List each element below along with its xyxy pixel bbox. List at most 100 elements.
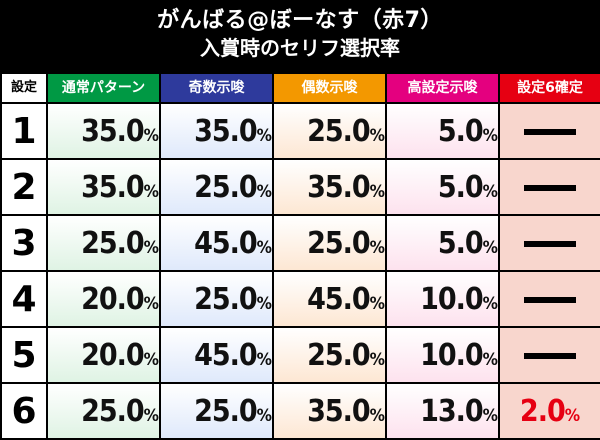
percent-sign: %: [369, 125, 385, 146]
percent-sign: %: [256, 405, 272, 426]
normal-rate-value: 35.0: [81, 113, 145, 149]
setting-number: 1: [0, 102, 48, 160]
percent-sign: %: [564, 405, 581, 426]
normal-rate-value: 25.0: [81, 225, 145, 261]
table-row: 6 25.0% 25.0% 35.0% 13.0% 2.0%: [0, 382, 600, 440]
odd-rate-value: 25.0: [194, 393, 258, 429]
six-rate-cell: [498, 326, 600, 384]
even-rate-value: 25.0: [307, 337, 371, 373]
percent-sign: %: [143, 293, 159, 314]
six-rate-cell: [498, 102, 600, 160]
page-title: がんばる@ぼーなす（赤7） 入賞時のセリフ選択率: [0, 0, 600, 72]
high-rate-cell: 5.0%: [385, 102, 500, 160]
table-row: 2 35.0% 25.0% 35.0% 5.0%: [0, 158, 600, 216]
selection-rate-table: 設定 通常パターン 奇数示唆 偶数示唆 高設定示唆 設定6確定 1 35.0% 35…: [0, 72, 600, 440]
percent-sign: %: [143, 349, 159, 370]
title-line-1: がんばる@ぼーなす（赤7）: [157, 8, 443, 33]
even-rate-value: 25.0: [307, 225, 371, 261]
normal-rate-value: 20.0: [81, 281, 145, 317]
setting-number: 3: [0, 214, 48, 272]
setting-number: 5: [0, 326, 48, 384]
high-rate-value: 10.0: [420, 281, 484, 317]
percent-sign: %: [369, 181, 385, 202]
normal-rate-value: 20.0: [81, 337, 145, 373]
high-rate-cell: 10.0%: [385, 270, 500, 328]
table-row: 3 25.0% 45.0% 25.0% 5.0%: [0, 214, 600, 272]
normal-rate-cell: 35.0%: [46, 102, 161, 160]
header-high: 高設定示唆: [385, 72, 500, 104]
high-rate-cell: 13.0%: [385, 382, 500, 440]
header-setting: 設定: [0, 72, 48, 104]
table-row: 5 20.0% 45.0% 25.0% 10.0%: [0, 326, 600, 384]
six-rate-cell: [498, 158, 600, 216]
six-rate-value: 2.0: [519, 393, 566, 429]
percent-sign: %: [482, 293, 498, 314]
percent-sign: %: [256, 349, 272, 370]
six-rate-cell: [498, 214, 600, 272]
percent-sign: %: [369, 293, 385, 314]
table-row: 1 35.0% 35.0% 25.0% 5.0%: [0, 102, 600, 160]
header-odd: 奇数示唆: [159, 72, 274, 104]
even-rate-cell: 35.0%: [272, 158, 387, 216]
normal-rate-cell: 25.0%: [46, 214, 161, 272]
table-row: 4 20.0% 25.0% 45.0% 10.0%: [0, 270, 600, 328]
six-rate-cell: [498, 270, 600, 328]
header-normal: 通常パターン: [46, 72, 161, 104]
percent-sign: %: [256, 181, 272, 202]
odd-rate-value: 25.0: [194, 281, 258, 317]
high-rate-value: 5.0: [437, 169, 484, 205]
even-rate-value: 45.0: [307, 281, 371, 317]
high-rate-cell: 5.0%: [385, 214, 500, 272]
even-rate-value: 25.0: [307, 113, 371, 149]
high-rate-value: 10.0: [420, 337, 484, 373]
percent-sign: %: [143, 181, 159, 202]
percent-sign: %: [256, 125, 272, 146]
percent-sign: %: [369, 349, 385, 370]
title-line-2: 入賞時のセリフ選択率: [200, 36, 400, 60]
odd-rate-cell: 45.0%: [159, 214, 274, 272]
dash-icon: [524, 353, 576, 359]
odd-rate-value: 45.0: [194, 225, 258, 261]
percent-sign: %: [256, 237, 272, 258]
normal-rate-cell: 25.0%: [46, 382, 161, 440]
odd-rate-value: 35.0: [194, 113, 258, 149]
normal-rate-cell: 35.0%: [46, 158, 161, 216]
dash-icon: [524, 185, 576, 191]
dash-icon: [524, 297, 576, 303]
odd-rate-cell: 25.0%: [159, 158, 274, 216]
header-even: 偶数示唆: [272, 72, 387, 104]
percent-sign: %: [369, 237, 385, 258]
percent-sign: %: [143, 237, 159, 258]
header-six: 設定6確定: [498, 72, 600, 104]
high-rate-value: 13.0: [420, 393, 484, 429]
normal-rate-cell: 20.0%: [46, 326, 161, 384]
percent-sign: %: [256, 293, 272, 314]
odd-rate-value: 45.0: [194, 337, 258, 373]
high-rate-cell: 10.0%: [385, 326, 500, 384]
even-rate-cell: 25.0%: [272, 214, 387, 272]
odd-rate-cell: 25.0%: [159, 382, 274, 440]
odd-rate-cell: 25.0%: [159, 270, 274, 328]
percent-sign: %: [369, 405, 385, 426]
even-rate-cell: 45.0%: [272, 270, 387, 328]
percent-sign: %: [482, 405, 498, 426]
normal-rate-value: 25.0: [81, 393, 145, 429]
odd-rate-cell: 35.0%: [159, 102, 274, 160]
high-rate-cell: 5.0%: [385, 158, 500, 216]
even-rate-value: 35.0: [307, 393, 371, 429]
setting-number: 6: [0, 382, 48, 440]
even-rate-cell: 35.0%: [272, 382, 387, 440]
dash-icon: [524, 241, 576, 247]
odd-rate-cell: 45.0%: [159, 326, 274, 384]
normal-rate-value: 35.0: [81, 169, 145, 205]
setting-number: 4: [0, 270, 48, 328]
even-rate-value: 35.0: [307, 169, 371, 205]
even-rate-cell: 25.0%: [272, 102, 387, 160]
percent-sign: %: [482, 181, 498, 202]
dash-icon: [524, 129, 576, 135]
percent-sign: %: [482, 349, 498, 370]
odd-rate-value: 25.0: [194, 169, 258, 205]
percent-sign: %: [143, 405, 159, 426]
six-rate-cell: 2.0%: [498, 382, 600, 440]
high-rate-value: 5.0: [437, 113, 484, 149]
